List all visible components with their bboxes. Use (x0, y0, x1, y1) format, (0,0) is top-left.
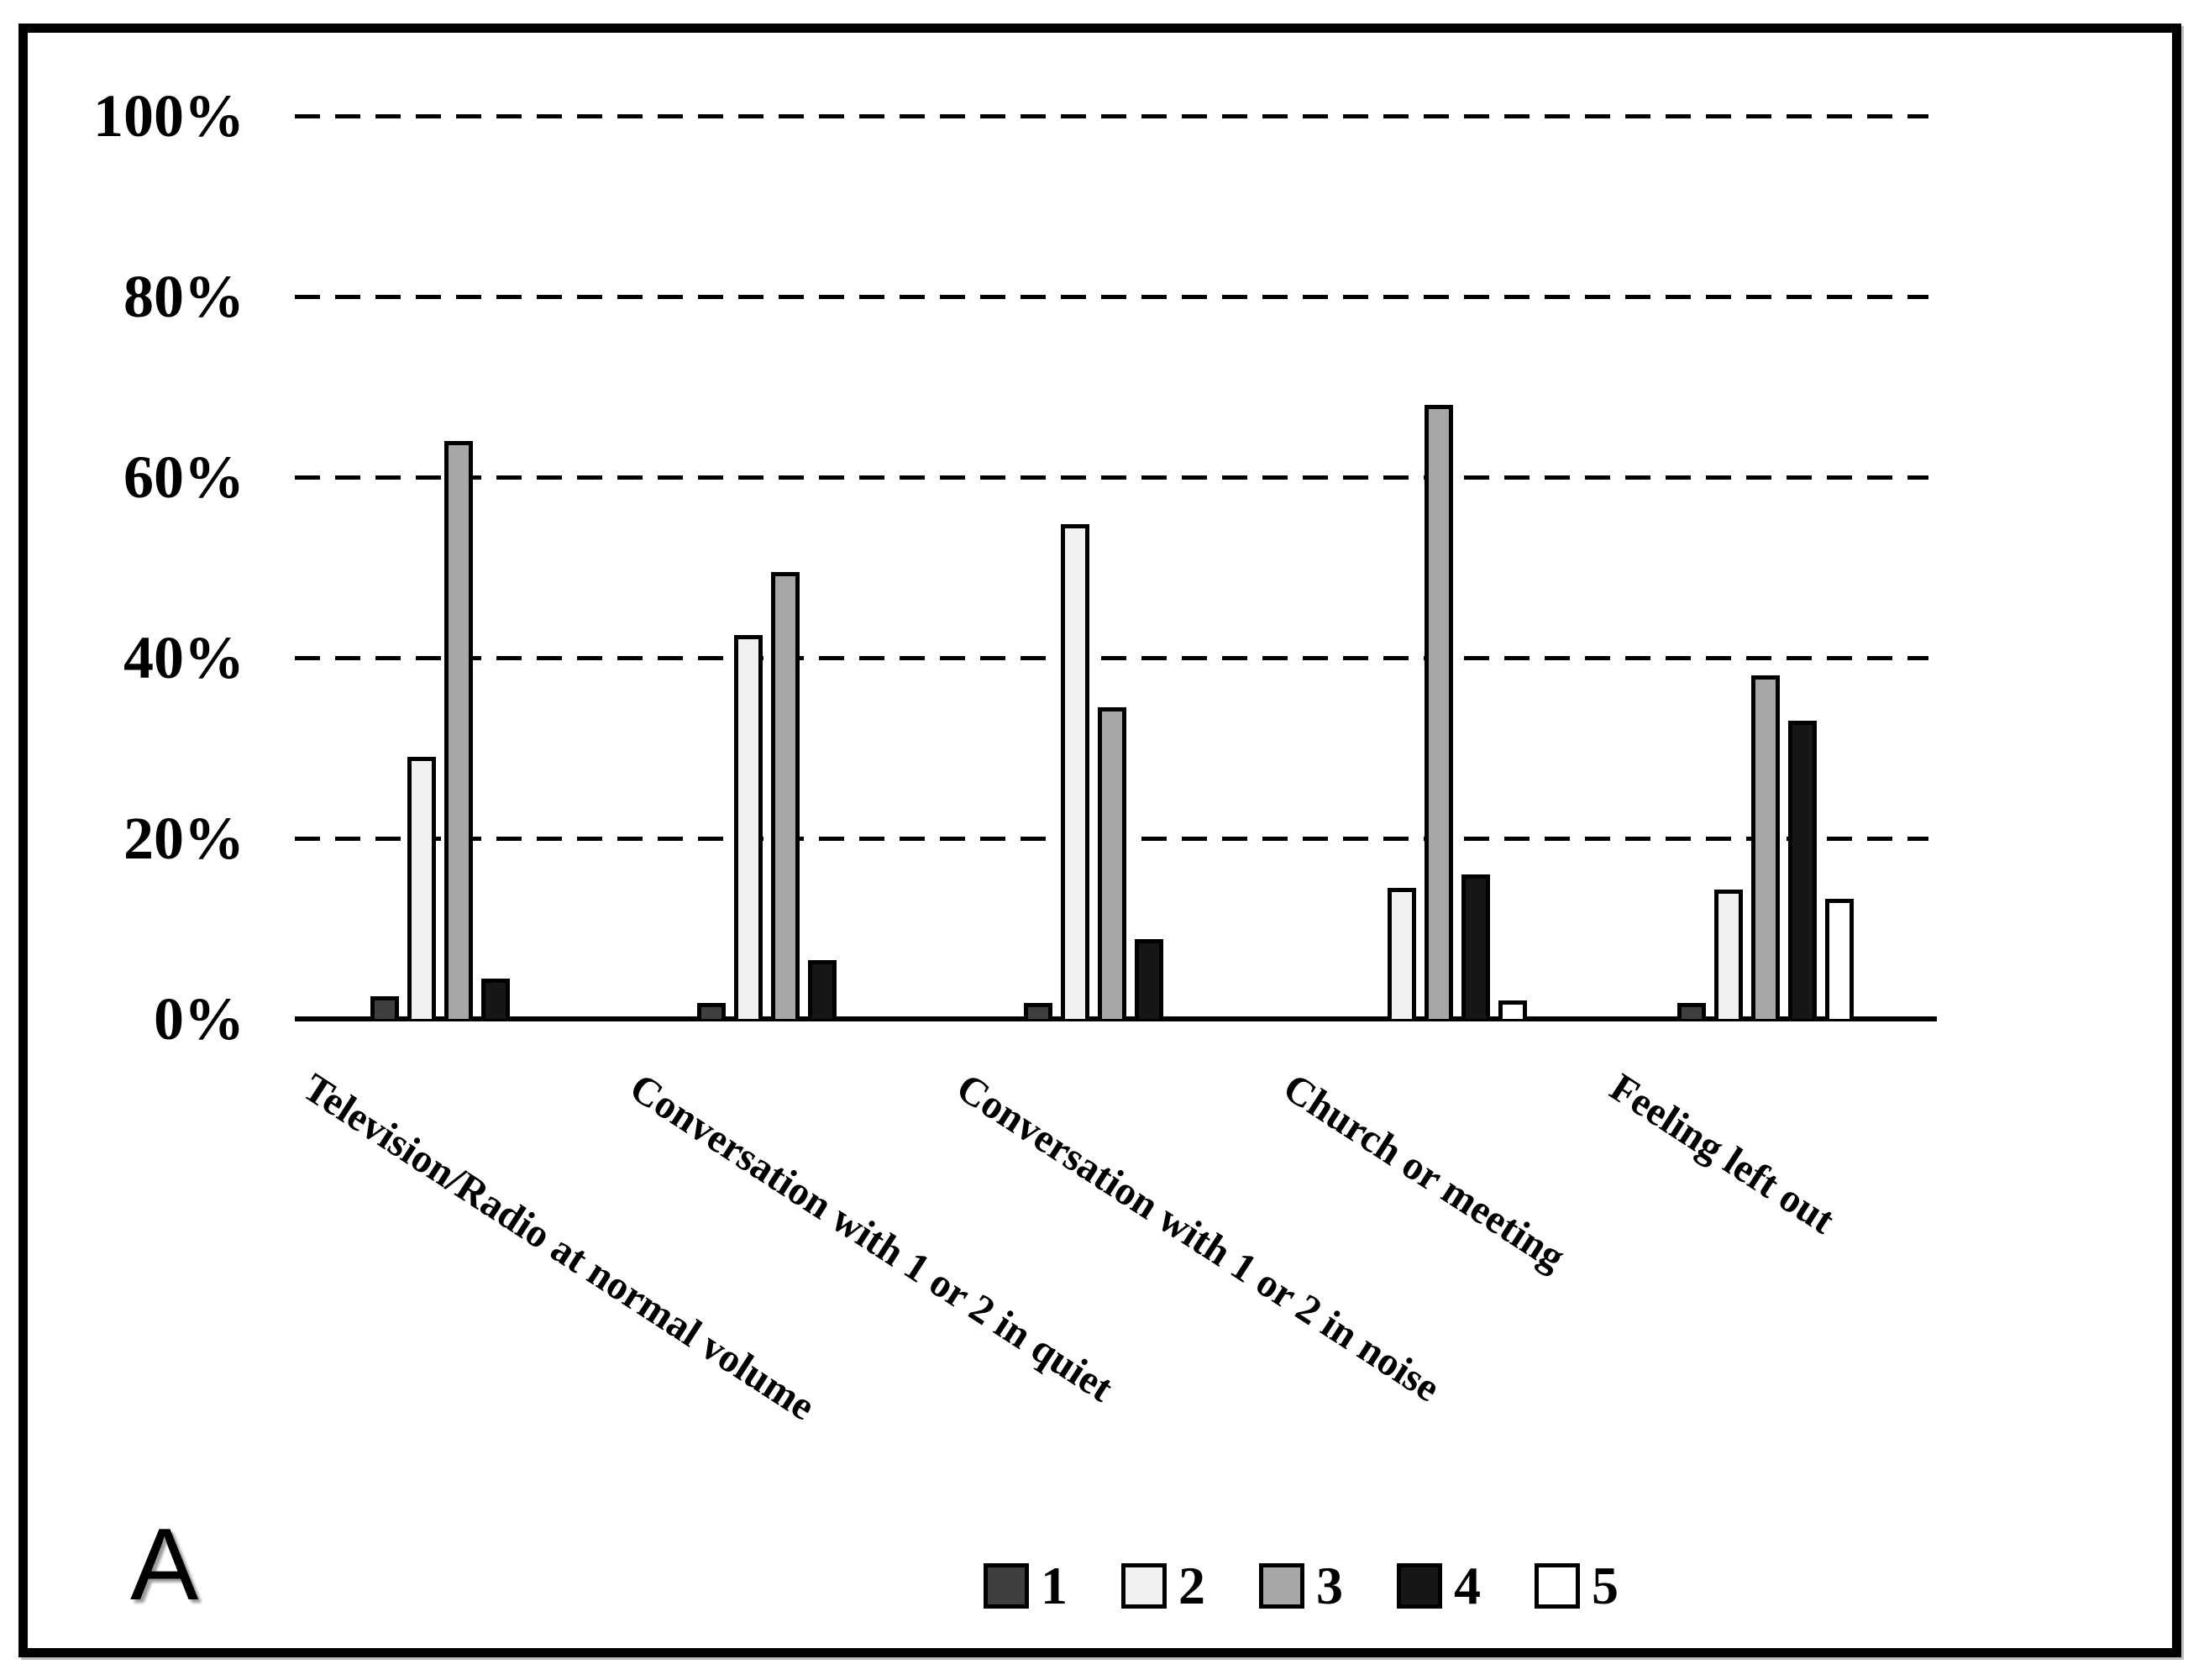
panel-letter: A (130, 1507, 199, 1621)
bar-series-4 (1134, 939, 1163, 1019)
bar-group-4 (1275, 116, 1602, 1019)
y-axis-tick-label: 40% (123, 624, 244, 691)
bar-series-3 (443, 441, 473, 1019)
y-axis-tick-label: 100% (93, 82, 244, 150)
bar-series-3 (1424, 405, 1453, 1019)
legend-item-4: 4 (1397, 1559, 1481, 1613)
legend-item-1: 1 (984, 1559, 1068, 1613)
legend-swatch-4 (1397, 1563, 1442, 1609)
legend-label-1: 1 (1041, 1556, 1068, 1615)
legend-swatch-2 (1121, 1563, 1167, 1609)
bar-series-1 (696, 1003, 726, 1019)
gridline-40 (295, 656, 1928, 660)
legend: 1 2 3 4 5 (984, 1559, 1619, 1613)
x-category-label: Church or meeting (1275, 1064, 1572, 1280)
bar-series-5 (1498, 1000, 1527, 1019)
y-axis-tick-label: 0% (154, 985, 244, 1053)
legend-swatch-3 (1259, 1563, 1304, 1609)
gridline-60 (295, 475, 1928, 480)
bar-series-5 (1824, 899, 1854, 1019)
bar-series-1 (1023, 1003, 1052, 1019)
legend-label-2: 2 (1178, 1556, 1205, 1615)
bar-series-4 (480, 979, 510, 1019)
legend-item-5: 5 (1535, 1559, 1619, 1613)
bar-group-2 (622, 116, 948, 1019)
bar-group-1 (295, 116, 622, 1019)
y-axis-tick-label: 60% (123, 444, 244, 511)
bar-series-4 (1461, 874, 1490, 1019)
bar-series-3 (1750, 675, 1780, 1019)
x-category-label: Television/Radio at normal volume (295, 1064, 822, 1430)
figure-frame: 1 2 3 4 5 A 100% 80% 60% 40% 20% 0% Television/Rad… (18, 24, 2181, 1657)
bar-series-2 (1387, 888, 1416, 1019)
bar-series-2 (407, 757, 436, 1019)
y-axis-tick-label: 20% (123, 805, 244, 872)
legend-label-5: 5 (1592, 1556, 1619, 1615)
bar-series-1 (1676, 1003, 1706, 1019)
bar-series-3 (1097, 707, 1126, 1019)
legend-label-3: 3 (1316, 1556, 1343, 1615)
legend-swatch-1 (984, 1563, 1029, 1609)
bar-series-4 (1787, 721, 1817, 1019)
y-axis-tick-label: 80% (123, 263, 244, 330)
bar-series-2 (1060, 524, 1089, 1019)
legend-item-2: 2 (1121, 1559, 1205, 1613)
bar-series-4 (807, 960, 837, 1019)
bar-series-3 (770, 572, 800, 1019)
gridline-100 (295, 114, 1928, 118)
bar-series-1 (370, 996, 399, 1019)
legend-item-3: 3 (1259, 1559, 1343, 1613)
legend-swatch-5 (1535, 1563, 1580, 1609)
bar-group-5 (1602, 116, 1928, 1019)
x-axis-line (295, 1016, 1937, 1021)
legend-label-4: 4 (1454, 1556, 1481, 1615)
bar-series-2 (1713, 890, 1743, 1019)
bar-group-3 (948, 116, 1275, 1019)
bar-series-2 (733, 635, 763, 1019)
gridline-80 (295, 295, 1928, 299)
x-category-label: Feeling left out (1602, 1064, 1843, 1243)
